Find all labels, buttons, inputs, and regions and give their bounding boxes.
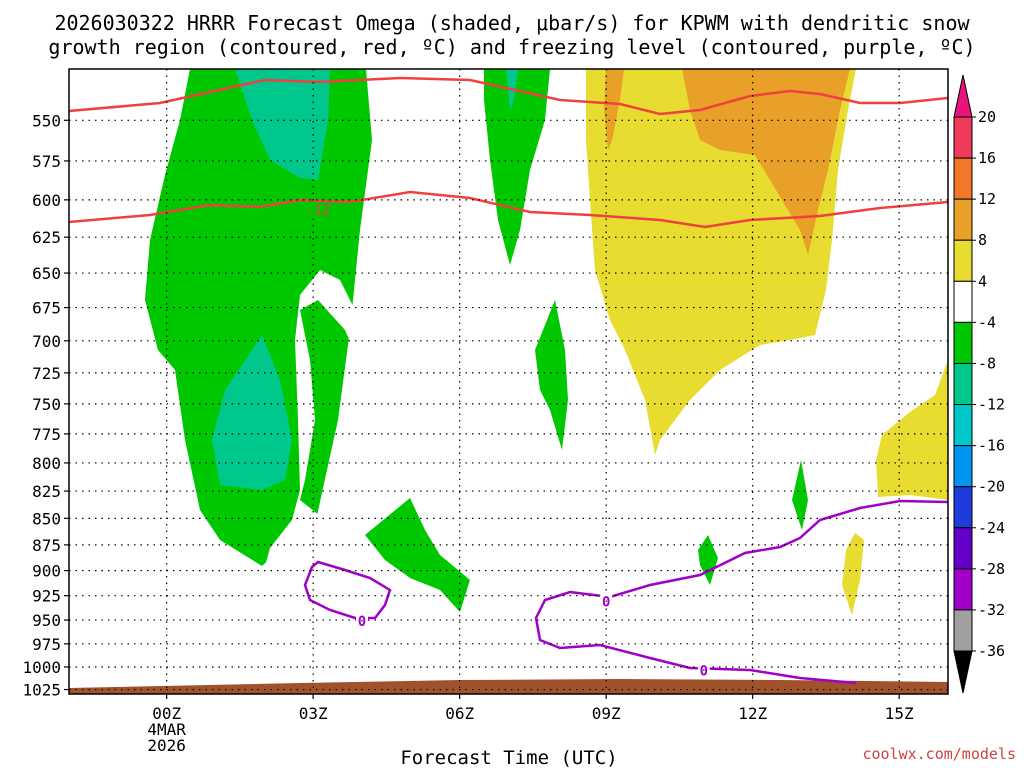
freezing-label-bg bbox=[697, 662, 710, 677]
x-tick-label: 03Z bbox=[299, 704, 328, 723]
chart-title-line1: 2026030322 HRRR Forecast Omega (shaded, … bbox=[54, 11, 970, 35]
dgz-contour-labels: -12 bbox=[305, 202, 331, 218]
y-tick-label: 1025 bbox=[22, 681, 61, 700]
omega-shade-green-left bbox=[145, 69, 372, 566]
freezing-label-bg bbox=[356, 613, 368, 628]
omega-shade-teal-top bbox=[235, 69, 330, 180]
y-tick-label: 625 bbox=[32, 228, 61, 247]
dgz-label: -12 bbox=[305, 202, 330, 218]
y-tick-label: 1000 bbox=[22, 658, 61, 677]
plot-frame bbox=[68, 68, 949, 695]
omega-shade-green-07z bbox=[484, 69, 550, 265]
x-tick-year: 2026 bbox=[147, 736, 186, 755]
omega-shade-green-low-mid bbox=[365, 498, 470, 612]
omega-shade-green-13z bbox=[792, 460, 808, 530]
dgz-contour-lower bbox=[69, 190, 948, 229]
colorbar-swatch bbox=[953, 527, 973, 570]
colorbar-label: -20 bbox=[978, 478, 1005, 496]
freezing-contour-1 bbox=[303, 560, 392, 620]
y-tick-label: 825 bbox=[32, 482, 61, 501]
colorbar-label: -32 bbox=[978, 601, 1005, 619]
colorbar-label: 16 bbox=[978, 149, 996, 167]
y-tick-label: 850 bbox=[32, 509, 61, 528]
colorbar-label: -36 bbox=[978, 642, 1005, 660]
colorbar-swatch bbox=[953, 568, 973, 611]
grid-lines bbox=[69, 69, 948, 694]
colorbar-label: -8 bbox=[978, 354, 996, 372]
colorbar-swatch bbox=[953, 362, 973, 406]
ground-surface bbox=[69, 679, 948, 694]
colorbar-label: -16 bbox=[978, 437, 1005, 455]
colorbar-swatch bbox=[953, 198, 973, 241]
omega-shade-orange-2 bbox=[682, 69, 850, 255]
colorbar-bottom-arrow bbox=[953, 650, 973, 694]
colorbar-label: -24 bbox=[978, 519, 1005, 537]
freezing-label: 0 bbox=[700, 664, 708, 680]
credit-text: coolwx.com/models bbox=[862, 745, 1016, 763]
colorbar-top-arrow bbox=[953, 74, 973, 118]
omega-shade-orange-1 bbox=[604, 69, 624, 150]
omega-shade-green-08z bbox=[535, 300, 568, 450]
dgz-label-bg bbox=[306, 202, 331, 217]
colorbar-label: -4 bbox=[978, 313, 996, 331]
colorbar-swatch bbox=[953, 609, 973, 652]
y-tick-label: 575 bbox=[32, 152, 61, 171]
colorbar-label: 12 bbox=[978, 190, 996, 208]
colorbar-swatch bbox=[953, 486, 973, 529]
freezing-label: 0 bbox=[602, 595, 610, 611]
dgz-contour-upper bbox=[69, 76, 948, 116]
y-tick-label: 950 bbox=[32, 611, 61, 630]
colorbar: 20 16 12 8 4 -4 -8 -12 -16 -20 -24 -28 -32 -36 bbox=[953, 74, 1005, 694]
y-tick-label: 650 bbox=[32, 264, 61, 283]
x-tick-label: 00Z bbox=[152, 704, 181, 723]
freezing-contour-labels: 0 0 0 bbox=[356, 593, 710, 680]
colorbar-label: -28 bbox=[978, 560, 1005, 578]
y-tick-label: 700 bbox=[32, 332, 61, 351]
y-tick-label: 725 bbox=[32, 364, 61, 383]
x-axis-label: Forecast Time (UTC) bbox=[400, 747, 617, 768]
omega-shade-teal-lower bbox=[212, 335, 292, 490]
plot-area bbox=[69, 69, 948, 694]
colorbar-label: 20 bbox=[978, 108, 996, 126]
x-tick-label: 15Z bbox=[885, 704, 914, 723]
omega-shade-green-11z bbox=[698, 535, 718, 585]
colorbar-swatch bbox=[953, 239, 973, 282]
y-tick-label: 550 bbox=[32, 111, 61, 130]
colorbar-swatch bbox=[953, 116, 973, 159]
omega-shade-yellow-low bbox=[842, 533, 864, 615]
chart-title-line2: growth region (contoured, red, ºC) and f… bbox=[48, 35, 975, 59]
y-tick-label: 925 bbox=[32, 587, 61, 606]
y-tick-label: 675 bbox=[32, 299, 61, 318]
y-tick-label: 875 bbox=[32, 536, 61, 555]
colorbar-label: 8 bbox=[978, 231, 987, 249]
x-tick-label: 06Z bbox=[445, 704, 474, 723]
colorbar-swatch bbox=[953, 280, 973, 323]
x-tick-label: 12Z bbox=[738, 704, 767, 723]
colorbar-label: -12 bbox=[978, 396, 1005, 414]
pressure-axis: 550 575 600 625 650 675 700 725 750 775 800 825 850 8… bbox=[22, 111, 69, 700]
omega-shade-yellow-right bbox=[876, 360, 948, 500]
colorbar-swatch bbox=[953, 157, 973, 200]
x-tick-label: 09Z bbox=[592, 704, 621, 723]
y-tick-label: 800 bbox=[32, 454, 61, 473]
colorbar-swatch bbox=[953, 404, 973, 447]
x-tick-date: 4MAR bbox=[147, 720, 186, 739]
colorbar-label: 4 bbox=[978, 272, 987, 290]
y-tick-label: 975 bbox=[32, 635, 61, 654]
y-tick-label: 600 bbox=[32, 191, 61, 210]
colorbar-swatch bbox=[953, 321, 973, 364]
y-tick-label: 775 bbox=[32, 425, 61, 444]
freezing-label-bg bbox=[600, 593, 613, 608]
freezing-label: 0 bbox=[358, 614, 366, 630]
freezing-contour-2 bbox=[534, 499, 948, 685]
colorbar-swatch bbox=[953, 445, 973, 488]
y-tick-label: 900 bbox=[32, 562, 61, 581]
y-tick-label: 750 bbox=[32, 395, 61, 414]
